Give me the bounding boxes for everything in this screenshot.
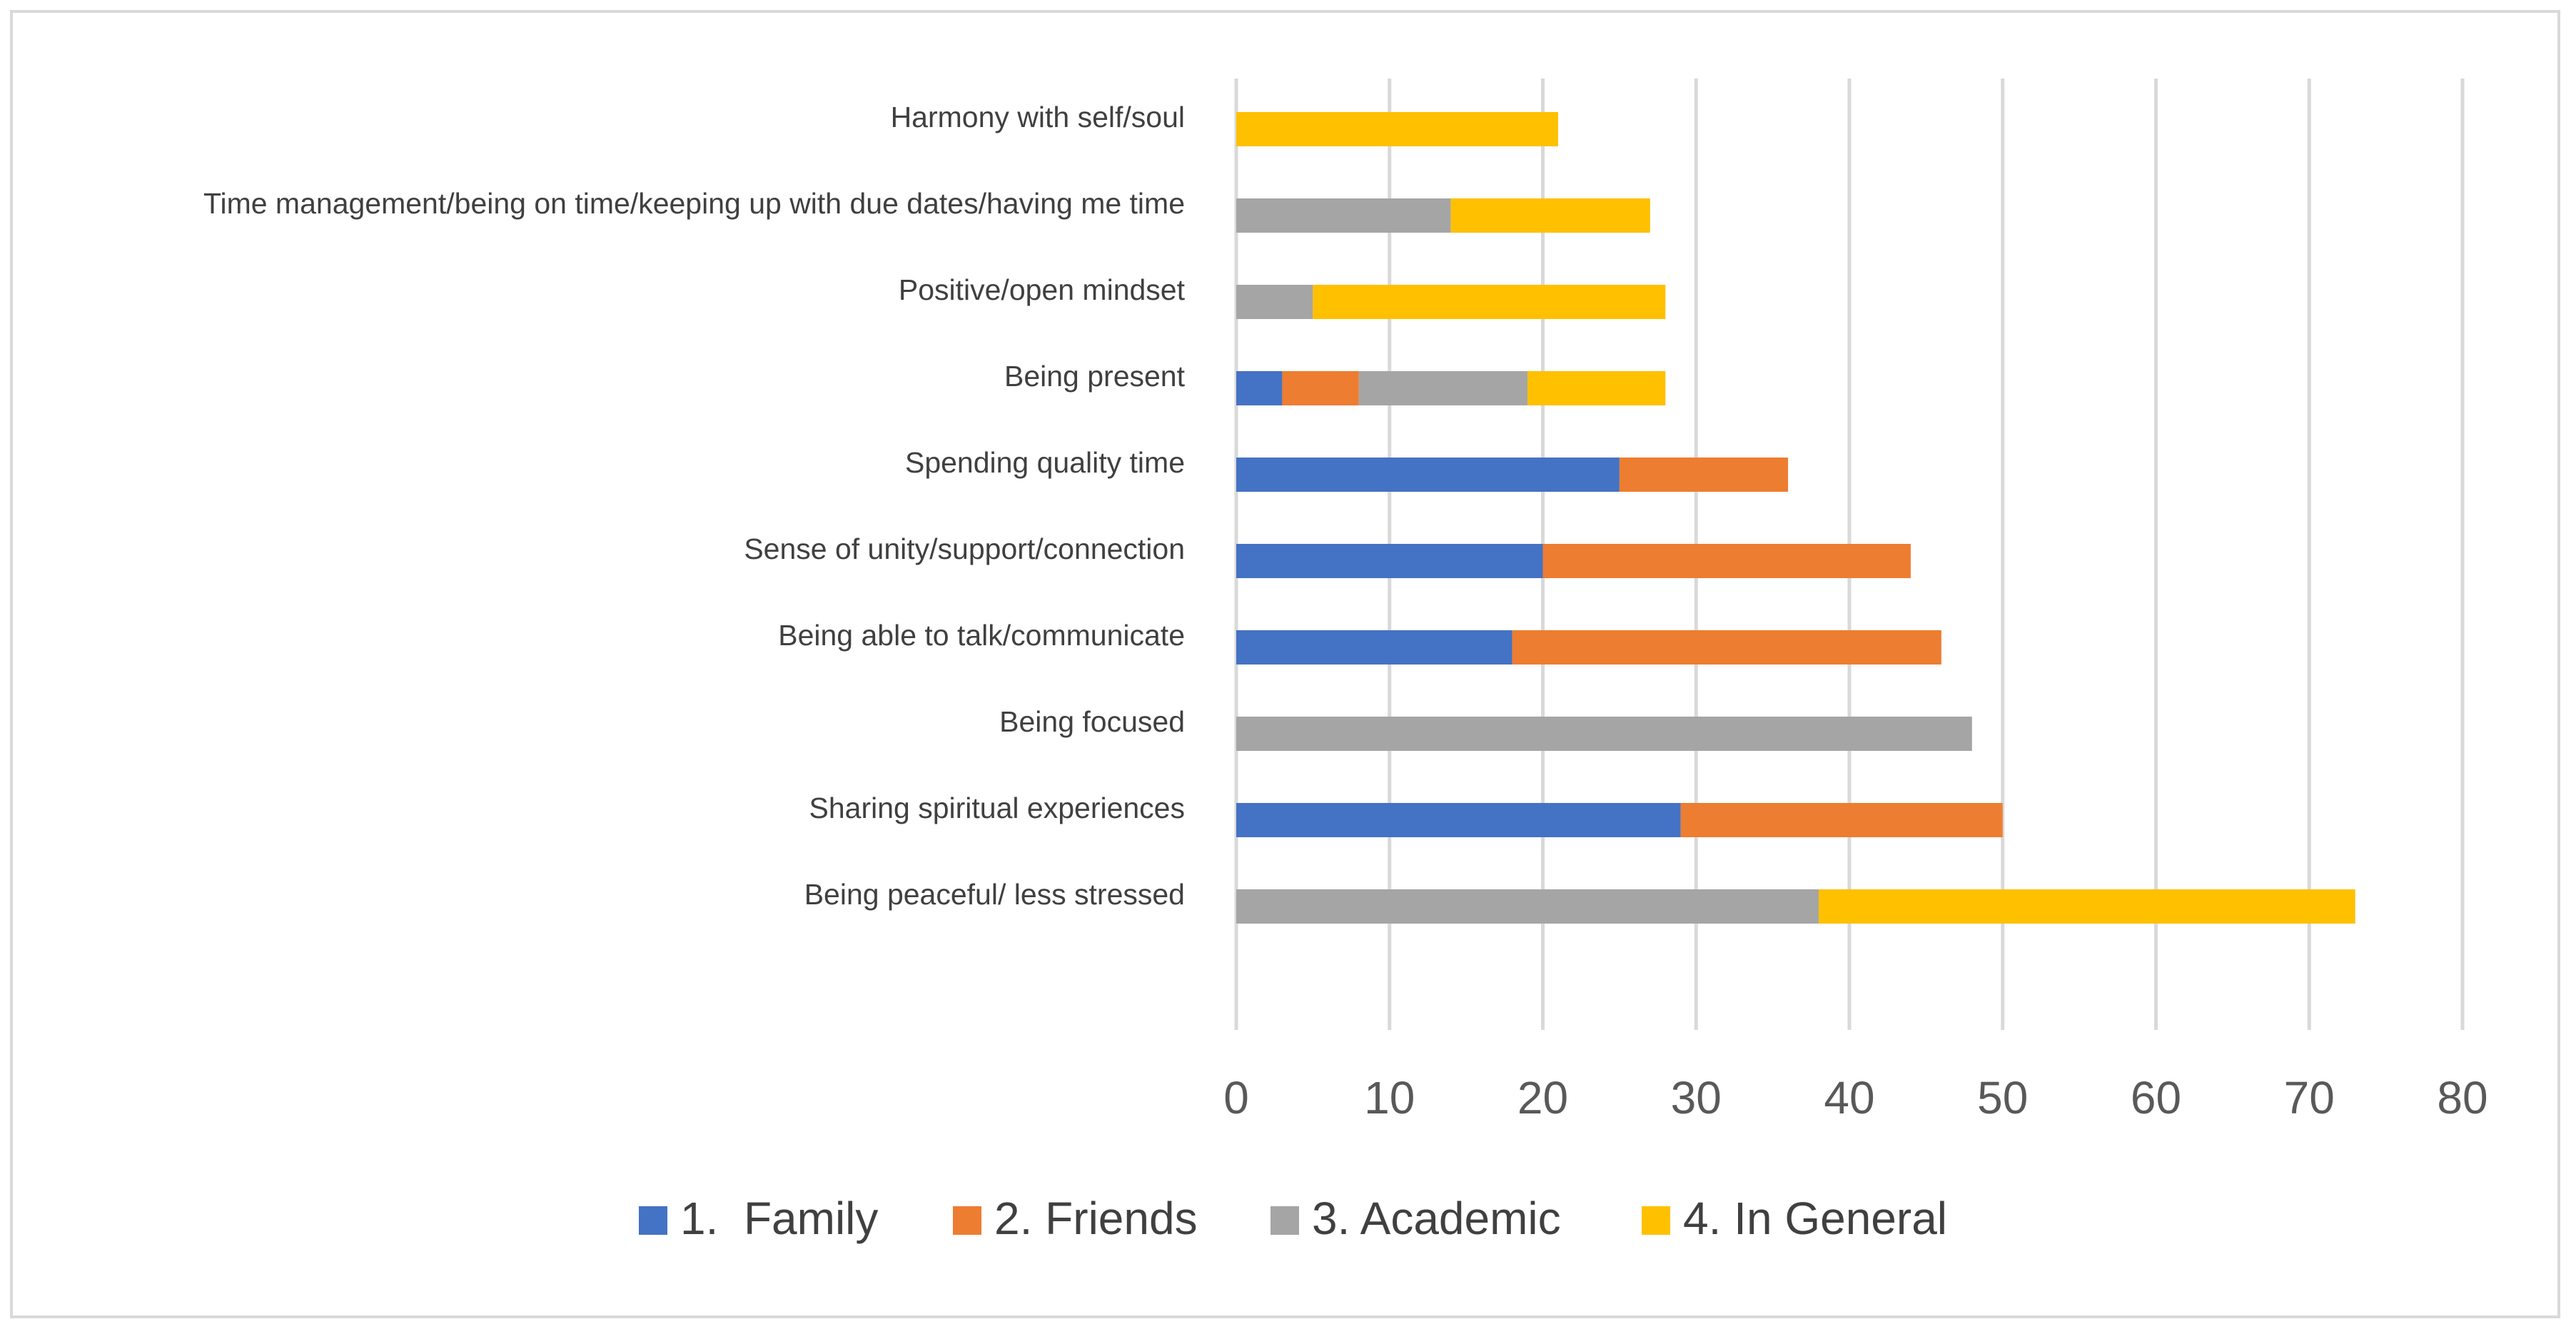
bar-3-series-4 bbox=[1313, 285, 1666, 319]
tick-label-60: 60 bbox=[2131, 1072, 2181, 1123]
legend-label: 1. Family bbox=[680, 1193, 878, 1244]
legend-label: 4. In General bbox=[1683, 1193, 1947, 1244]
bar-2-series-4 bbox=[1450, 198, 1650, 233]
bar-10-series-3 bbox=[1236, 889, 1819, 924]
gridlines bbox=[1234, 79, 2465, 1030]
bar-2-series-3 bbox=[1236, 198, 1451, 233]
bar-9-series-2 bbox=[1680, 803, 2003, 837]
category-label: Sense of unity/support/connection bbox=[744, 532, 1185, 565]
bar-3-series-3 bbox=[1236, 285, 1313, 319]
bar-9-series-1 bbox=[1236, 803, 1681, 837]
tick-label-70: 70 bbox=[2284, 1072, 2335, 1123]
tick-label-40: 40 bbox=[1824, 1072, 1874, 1123]
bar-4-series-1 bbox=[1236, 371, 1283, 405]
x-axis-tick-labels: 0 10 20 30 40 50 60 70 80 bbox=[1223, 1072, 2487, 1123]
legend: 1. Family 2. Friends 3. Academic 4. In Gene… bbox=[639, 1193, 1947, 1244]
legend-item-4: 4. In General bbox=[1642, 1193, 1947, 1244]
category-labels: Harmony with self/soul Time management/be… bbox=[203, 101, 1186, 911]
tick-label-80: 80 bbox=[2437, 1072, 2487, 1123]
bar-1-series-4 bbox=[1236, 112, 1558, 146]
legend-swatch bbox=[639, 1206, 667, 1235]
tick-label-0: 0 bbox=[1223, 1072, 1249, 1123]
category-label: Sharing spiritual experiences bbox=[809, 792, 1185, 824]
tick-label-20: 20 bbox=[1517, 1072, 1568, 1123]
legend-swatch bbox=[953, 1206, 981, 1235]
bar-4-series-4 bbox=[1527, 371, 1666, 405]
bar-8-series-3 bbox=[1236, 717, 1972, 751]
bar-4-series-2 bbox=[1282, 371, 1359, 405]
legend-label: 2. Friends bbox=[994, 1193, 1198, 1244]
bar-7-series-1 bbox=[1236, 630, 1512, 665]
category-label: Positive/open mindset bbox=[899, 273, 1186, 306]
category-label: Being able to talk/communicate bbox=[778, 619, 1185, 652]
category-label: Time management/being on time/keeping up… bbox=[203, 187, 1185, 220]
bar-4-series-3 bbox=[1358, 371, 1528, 405]
bar-6-series-1 bbox=[1236, 544, 1543, 578]
legend-swatch bbox=[1271, 1206, 1299, 1235]
category-label: Spending quality time bbox=[905, 446, 1185, 479]
legend-item-3: 3. Academic bbox=[1271, 1193, 1561, 1244]
category-label: Being present bbox=[1004, 360, 1186, 393]
tick-label-30: 30 bbox=[1671, 1072, 1722, 1123]
bar-10-series-4 bbox=[1819, 889, 2355, 924]
legend-item-1: 1. Family bbox=[639, 1193, 878, 1244]
legend-label: 3. Academic bbox=[1312, 1193, 1561, 1244]
bar-5-series-1 bbox=[1236, 458, 1620, 492]
bar-6-series-2 bbox=[1542, 544, 1911, 578]
bars bbox=[1236, 112, 2355, 924]
tick-label-50: 50 bbox=[1977, 1072, 2028, 1123]
bar-7-series-2 bbox=[1512, 630, 1941, 665]
category-label: Being peaceful/ less stressed bbox=[804, 878, 1185, 911]
legend-swatch bbox=[1642, 1206, 1670, 1235]
category-label: Being focused bbox=[999, 705, 1185, 738]
tick-label-10: 10 bbox=[1364, 1072, 1415, 1123]
bar-5-series-2 bbox=[1619, 458, 1789, 492]
legend-item-2: 2. Friends bbox=[953, 1193, 1198, 1244]
category-label: Harmony with self/soul bbox=[891, 101, 1185, 133]
